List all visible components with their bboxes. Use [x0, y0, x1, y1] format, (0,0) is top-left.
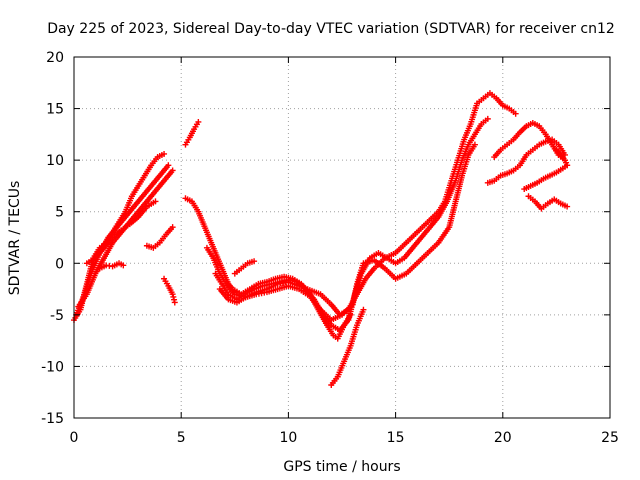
data-point — [169, 291, 176, 298]
y-tick-label: -15 — [41, 411, 64, 427]
series-track-l — [216, 141, 478, 324]
plot-frame — [73, 56, 611, 419]
data-point — [152, 198, 159, 205]
chart-title: Day 225 of 2023, Sidereal Day-to-day VTE… — [47, 21, 615, 37]
x-tick-label: 10 — [279, 430, 297, 446]
data-point — [360, 306, 367, 313]
series-track-h — [182, 118, 202, 148]
data-point — [170, 293, 177, 300]
series-track-j — [203, 90, 519, 318]
data-marks — [71, 90, 571, 388]
y-axis-label: SDTVAR / TECUs — [7, 181, 23, 296]
data-point — [564, 203, 571, 210]
data-point — [120, 262, 127, 269]
y-tick-label: 20 — [46, 50, 64, 66]
data-point — [165, 162, 172, 169]
y-tick-label: -5 — [50, 308, 64, 324]
x-tick-label: 15 — [387, 430, 405, 446]
y-tick-label: 10 — [46, 153, 64, 169]
series-track-a — [71, 150, 168, 324]
y-tick-label: 15 — [46, 102, 64, 118]
x-tick-label: 20 — [494, 430, 512, 446]
series-track-r — [525, 193, 571, 212]
series-track-p — [491, 120, 568, 164]
x-axis-label: GPS time / hours — [283, 459, 400, 475]
series-track-n — [231, 258, 258, 277]
y-tick-label: -10 — [41, 359, 64, 375]
x-tick-label: 0 — [70, 430, 79, 446]
series-track-s — [553, 146, 571, 169]
data-point — [169, 167, 176, 174]
data-point — [169, 224, 176, 231]
x-tick-label: 5 — [177, 430, 186, 446]
data-point — [512, 110, 519, 117]
series-track-f — [143, 224, 176, 251]
x-tick-label: 25 — [601, 430, 619, 446]
data-point — [484, 115, 491, 122]
data-point — [471, 141, 478, 148]
axis-ticks: 0 5 10 15 20 25 -15 -10 -5 0 5 10 15 20 — [41, 50, 619, 446]
series-track-o — [484, 136, 568, 186]
series-track-d — [83, 198, 159, 267]
data-point — [251, 258, 258, 265]
data-point — [171, 299, 178, 306]
data-point — [195, 118, 202, 125]
series-track-q — [521, 162, 571, 193]
series-track-m — [328, 306, 367, 388]
series-track-g — [161, 275, 178, 306]
series-track-e — [96, 260, 127, 272]
data-point — [171, 296, 178, 303]
y-tick-label: 0 — [55, 256, 64, 272]
data-point — [564, 162, 571, 169]
y-tick-label: 5 — [55, 205, 64, 221]
data-point — [161, 150, 168, 157]
